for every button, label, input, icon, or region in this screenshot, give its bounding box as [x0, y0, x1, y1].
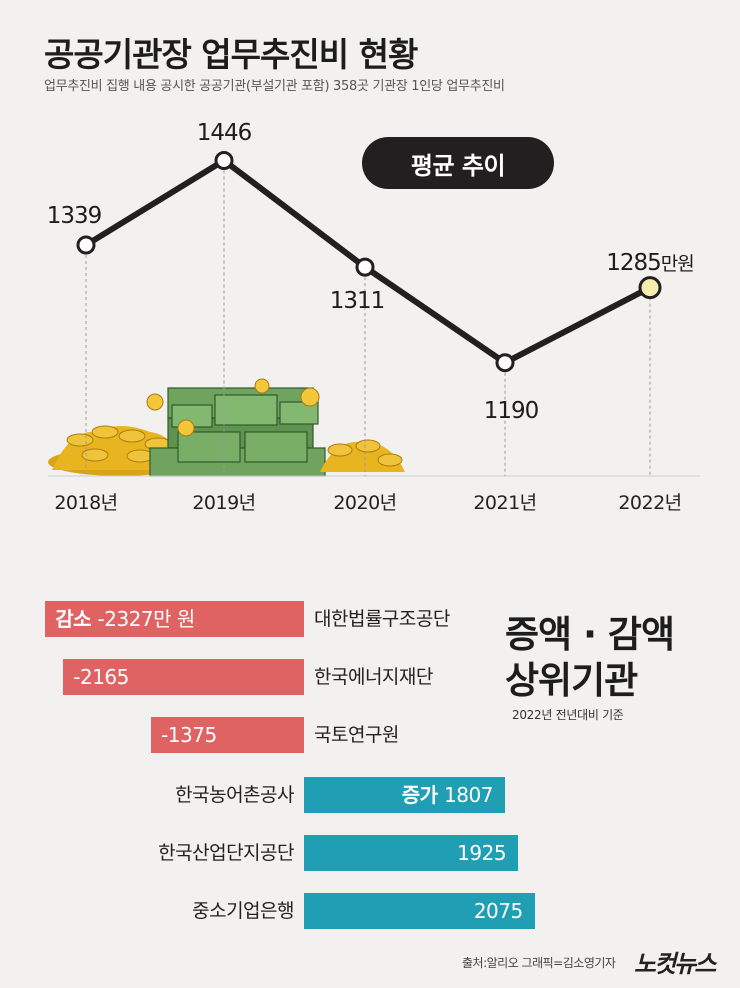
- org-name-한국에너지재단: 한국에너지재단: [314, 666, 433, 688]
- org-name-한국농어촌공사: 한국농어촌공사: [175, 784, 294, 806]
- source-credit: 출처:알리오 그래픽=김소영기자: [462, 956, 616, 970]
- bars-title-line1: 증액 · 감액: [505, 613, 675, 656]
- bar-대한법률구조공단: 감소 -2327만 원: [45, 601, 304, 637]
- bars-title-line2: 상위기관: [505, 659, 638, 702]
- data-label-2020년: 1311: [330, 288, 385, 314]
- page-title: 공공기관장 업무추진비 현황: [44, 35, 418, 74]
- org-name-국토연구원: 국토연구원: [314, 724, 399, 746]
- line-chart: 1339 1446 1311 1190 1285만원: [47, 120, 700, 477]
- bar-value-한국에너지재단: -2165: [73, 665, 129, 689]
- data-point-2018년: [76, 235, 96, 255]
- year-label-2021년: 2021년: [473, 492, 537, 514]
- data-point-2021년: [495, 353, 515, 373]
- org-name-중소기업은행: 중소기업은행: [192, 900, 294, 922]
- bar-value-한국농어촌공사: 증가 1807: [401, 783, 494, 807]
- data-label-2022년: 1285만원: [606, 250, 694, 276]
- data-label-2021년: 1190: [484, 398, 539, 424]
- bar-value-국토연구원: -1375: [161, 723, 217, 747]
- bar-value-한국산업단지공단: 1925: [457, 841, 507, 865]
- data-label-2018년: 1339: [47, 203, 102, 229]
- bar-한국산업단지공단: 1925: [304, 835, 519, 871]
- news-logo: 노컷뉴스: [634, 950, 716, 978]
- year-label-2018년: 2018년: [54, 492, 118, 514]
- bar-한국에너지재단: -2165: [63, 659, 304, 695]
- data-label-2019년: 1446: [197, 120, 252, 146]
- bars-section-note: 2022년 전년대비 기준: [512, 708, 624, 722]
- year-label-2022년: 2022년: [618, 492, 682, 514]
- data-point-2022년: [638, 276, 662, 300]
- year-label-2019년: 2019년: [192, 492, 256, 514]
- year-label-2020년: 2020년: [333, 492, 397, 514]
- bars-section-title: 증액 · 감액 상위기관: [505, 612, 675, 704]
- bar-중소기업은행: 2075: [304, 893, 535, 929]
- bar-value-대한법률구조공단: 감소 -2327만 원: [55, 607, 195, 631]
- org-name-대한법률구조공단: 대한법률구조공단: [314, 608, 450, 630]
- money-pile-illustration: [48, 378, 405, 477]
- trend-pill-label: 평균 추이: [362, 137, 554, 189]
- org-name-한국산업단지공단: 한국산업단지공단: [158, 842, 294, 864]
- bar-value-중소기업은행: 2075: [473, 899, 523, 923]
- bar-한국농어촌공사: 증가 1807: [304, 777, 505, 813]
- bar-국토연구원: -1375: [151, 717, 304, 753]
- data-point-2019년: [214, 150, 234, 170]
- page-subtitle: 업무추진비 집행 내용 공시한 공공기관(부설기관 포함) 358곳 기관장 1…: [44, 79, 505, 94]
- data-point-2020년: [355, 257, 375, 277]
